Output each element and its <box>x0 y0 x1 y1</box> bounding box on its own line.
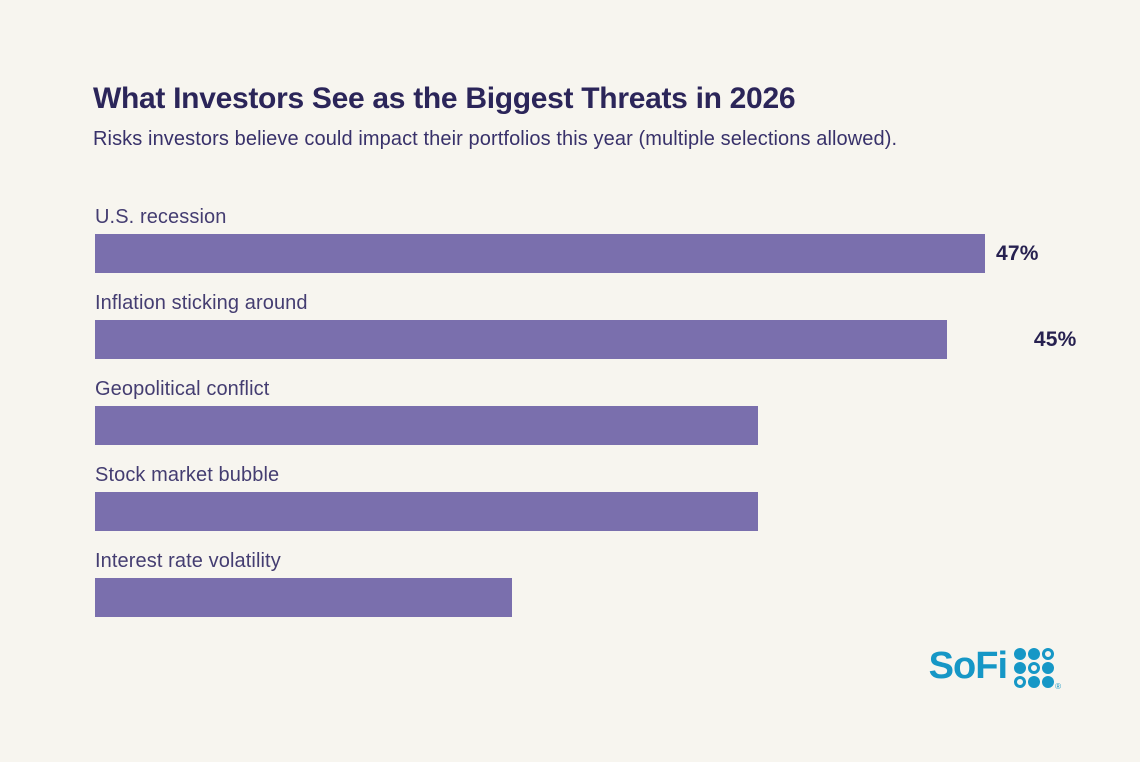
logo-dot-filled <box>1028 676 1040 688</box>
bar-category-label: Inflation sticking around <box>95 292 308 314</box>
logo-dot-filled <box>1042 662 1054 674</box>
bar <box>95 320 948 359</box>
bar-value-label: 47% <box>996 241 1039 265</box>
sofi-logo-dots-icon: ® <box>1014 648 1061 691</box>
chart-subtitle: Risks investors believe could impact the… <box>93 128 898 150</box>
bar-value-label: 45% <box>1033 327 1077 351</box>
bar <box>95 492 758 531</box>
registered-trademark-symbol: ® <box>1055 682 1061 691</box>
bar-category-label: Stock market bubble <box>95 464 280 486</box>
logo-dot-outline <box>1028 662 1040 674</box>
chart-header: What Investors See as the Biggest Threat… <box>93 82 1073 151</box>
bar-category-label: Geopolitical conflict <box>95 378 270 400</box>
bar-track <box>95 406 985 445</box>
sofi-logo-text: SoFi <box>928 645 1008 687</box>
bar <box>95 578 512 617</box>
bar-line: 35% <box>95 492 1095 531</box>
bar-line: 22% <box>95 578 1095 617</box>
bar-row: Stock market bubble 35% <box>95 464 1095 531</box>
bar-row: Geopolitical conflict 35% <box>95 378 1095 445</box>
logo-dot-filled <box>1028 648 1040 660</box>
bar-row: Inflation sticking around 45% <box>95 292 1095 359</box>
logo-dot-filled <box>1042 676 1054 688</box>
bar <box>95 406 758 445</box>
bar-track <box>95 234 985 273</box>
logo-dot-filled <box>1014 648 1026 660</box>
bar-row: U.S. recession 47% <box>95 206 1095 273</box>
sofi-logo: SoFi ® <box>928 644 1061 691</box>
chart-title: What Investors See as the Biggest Threat… <box>93 82 796 115</box>
bar-row: Interest rate volatility 22% <box>95 550 1095 617</box>
bar <box>95 234 985 273</box>
logo-dot-outline <box>1042 648 1054 660</box>
logo-dot-filled <box>1014 662 1026 674</box>
bar-track <box>95 578 985 617</box>
bar-category-label: U.S. recession <box>95 206 227 228</box>
bar-category-label: Interest rate volatility <box>95 550 281 572</box>
bar-chart: U.S. recession 47% Inflation sticking ar… <box>95 206 1095 617</box>
bar-line: 45% <box>95 320 1095 359</box>
bar-line: 35% <box>95 406 1095 445</box>
bar-track <box>95 320 985 359</box>
bar-line: 47% <box>95 234 1095 273</box>
logo-dot-outline <box>1014 676 1026 688</box>
bar-track <box>95 492 985 531</box>
